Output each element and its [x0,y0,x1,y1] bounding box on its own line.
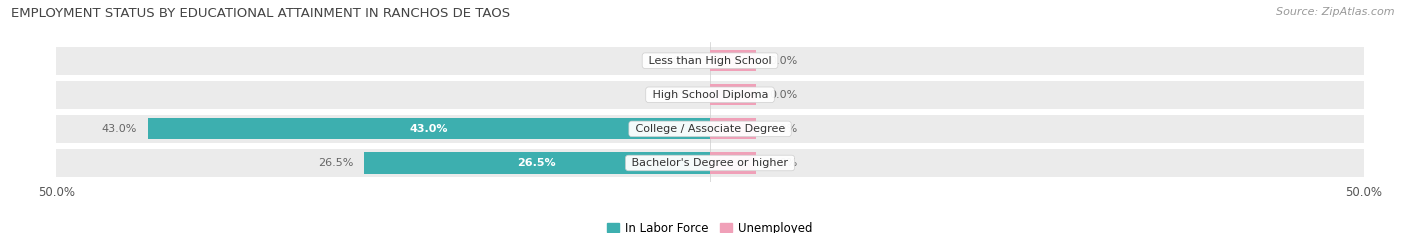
Bar [710,84,756,105]
Bar [710,118,756,140]
Bar [710,50,756,71]
Bar [148,118,710,140]
Bar [56,149,1364,177]
Text: 26.5%: 26.5% [517,158,557,168]
Bar [710,152,756,174]
Text: College / Associate Degree: College / Associate Degree [631,124,789,134]
Bar [364,152,710,174]
Text: 0.0%: 0.0% [769,124,797,134]
Bar [56,81,1364,109]
Text: Bachelor's Degree or higher: Bachelor's Degree or higher [628,158,792,168]
Text: 26.5%: 26.5% [318,158,353,168]
Text: 43.0%: 43.0% [101,124,138,134]
Text: EMPLOYMENT STATUS BY EDUCATIONAL ATTAINMENT IN RANCHOS DE TAOS: EMPLOYMENT STATUS BY EDUCATIONAL ATTAINM… [11,7,510,20]
Text: 43.0%: 43.0% [409,124,449,134]
Text: High School Diploma: High School Diploma [648,90,772,100]
Bar [56,115,1364,143]
Legend: In Labor Force, Unemployed: In Labor Force, Unemployed [607,222,813,233]
Text: 0.0%: 0.0% [769,56,797,66]
Text: 0.0%: 0.0% [769,158,797,168]
Text: Source: ZipAtlas.com: Source: ZipAtlas.com [1277,7,1395,17]
Bar [56,47,1364,75]
Text: 0.0%: 0.0% [769,90,797,100]
Text: 0.0%: 0.0% [662,56,690,66]
Text: Less than High School: Less than High School [645,56,775,66]
Text: 0.0%: 0.0% [662,90,690,100]
